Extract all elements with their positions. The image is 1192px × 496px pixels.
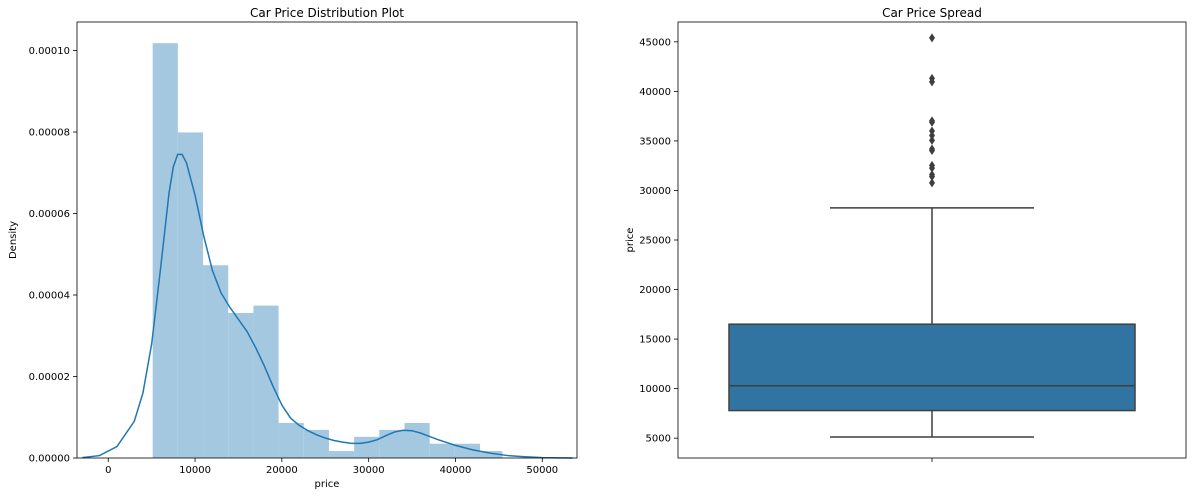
outlier-point <box>929 135 935 145</box>
box-plot-title: Car Price Spread <box>882 6 982 20</box>
box-plot: 5000 10000 15000 20000 25000 30000 35000 40000 4… <box>625 6 1187 462</box>
x-axis-ticks: 0 10000 20000 30000 40000 50000 <box>105 458 558 476</box>
x-tick-label: 10000 <box>179 465 211 476</box>
outlier-point <box>929 178 935 188</box>
y-tick-label: 0.00006 <box>29 209 70 220</box>
y-tick-label: 0.00004 <box>29 291 70 302</box>
outlier-point <box>929 170 935 180</box>
histogram-bar <box>379 429 405 458</box>
histogram-bar <box>480 451 503 458</box>
y-tick-label: 30000 <box>639 186 671 197</box>
x-tick-label: 50000 <box>526 465 558 476</box>
x-tick-label: 30000 <box>353 465 385 476</box>
y-axis-ticks: 5000 10000 15000 20000 25000 30000 35000 40000 4… <box>639 37 678 445</box>
distribution-x-axis-label: price <box>315 479 340 490</box>
y-tick-label: 10000 <box>639 384 671 395</box>
y-tick-label: 0.00002 <box>29 372 70 383</box>
distribution-plot: 0 10000 20000 30000 40000 50000 0.000000.0000… <box>8 6 578 490</box>
y-tick-label: 45000 <box>639 37 671 48</box>
box-plot-frame <box>677 21 1187 459</box>
y-tick-label: 25000 <box>639 236 671 247</box>
x-tick-label: 40000 <box>440 465 472 476</box>
y-axis-ticks: 0.00000 0.00002 0.00004 0.00006 0.00008 0.000… <box>29 46 77 465</box>
kde-curve <box>82 153 573 459</box>
histogram-bar <box>328 451 355 458</box>
histogram-bar <box>429 443 455 458</box>
y-tick-label: 20000 <box>639 285 671 296</box>
box-plot-outliers <box>929 33 935 188</box>
histogram-bar <box>203 265 229 458</box>
interquartile-box <box>728 323 1136 412</box>
histogram-bar <box>354 436 380 458</box>
distribution-y-axis-label: Density <box>8 221 19 259</box>
histogram-bar <box>152 43 178 459</box>
histogram-bar <box>228 312 254 458</box>
box-y-axis-label: price <box>625 228 636 253</box>
x-tick-label: 0 <box>105 465 111 476</box>
box-plot-marks <box>728 207 1136 438</box>
y-tick-label: 5000 <box>646 434 671 445</box>
y-tick-label: 35000 <box>639 136 671 147</box>
histogram-bar <box>177 132 204 459</box>
distribution-plot-title: Car Price Distribution Plot <box>250 6 404 20</box>
y-tick-label: 0.00000 <box>29 454 70 465</box>
y-tick-label: 15000 <box>639 335 671 346</box>
histogram-bar <box>404 422 430 458</box>
histogram-bar <box>253 305 279 458</box>
y-tick-label: 0.00008 <box>29 128 70 139</box>
outlier-point <box>929 116 935 126</box>
outlier-point <box>929 144 935 154</box>
y-tick-label: 0.00010 <box>29 46 70 57</box>
y-tick-label: 40000 <box>639 87 671 98</box>
x-tick-label: 20000 <box>266 465 298 476</box>
outlier-point <box>929 126 935 136</box>
outlier-point <box>929 73 935 83</box>
histogram-bars <box>152 43 503 459</box>
histogram-bar <box>278 422 304 458</box>
outlier-point <box>929 33 935 43</box>
distribution-plot-frame <box>76 21 578 459</box>
outlier-point <box>929 160 935 170</box>
